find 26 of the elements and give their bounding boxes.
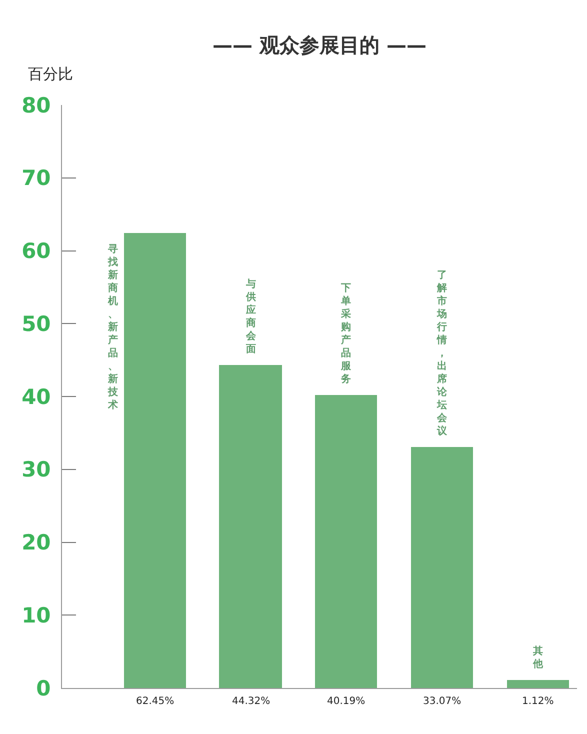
chart-title: —— 观众参展目的 —— [212, 33, 426, 57]
y-tick-label: 0 [36, 676, 51, 700]
category-label: 寻找新商机、新产品、新技术 [108, 244, 118, 411]
y-tick-label: 30 [22, 458, 51, 482]
y-tick-label: 20 [22, 530, 51, 555]
bar [219, 365, 282, 688]
x-tick-label: 与供应商会面 [245, 278, 257, 355]
bar [411, 447, 473, 688]
data-label: 1.12% [522, 696, 554, 707]
y-tick-label: 40 [22, 384, 51, 409]
y-tick-label: 10 [22, 603, 51, 628]
category-label: 了解市场行情，出席论坛会议 [437, 270, 447, 437]
bar [315, 395, 377, 688]
data-label: 44.32% [232, 696, 270, 707]
y-tick-label: 70 [22, 166, 51, 190]
data-label: 40.19% [327, 696, 366, 707]
y-axis-title: 百分比 [28, 65, 73, 83]
y-tick-label: 50 [22, 312, 51, 336]
bar [124, 233, 186, 688]
data-label: 33.07% [423, 696, 462, 707]
data-label: 62.45% [136, 696, 174, 707]
y-tick-label: 80 [22, 93, 51, 118]
x-tick-label: 其他 [532, 645, 544, 670]
x-tick-label: 下单采购产品服务 [340, 283, 352, 385]
y-tick-label: 60 [22, 239, 51, 264]
bar [507, 680, 569, 688]
